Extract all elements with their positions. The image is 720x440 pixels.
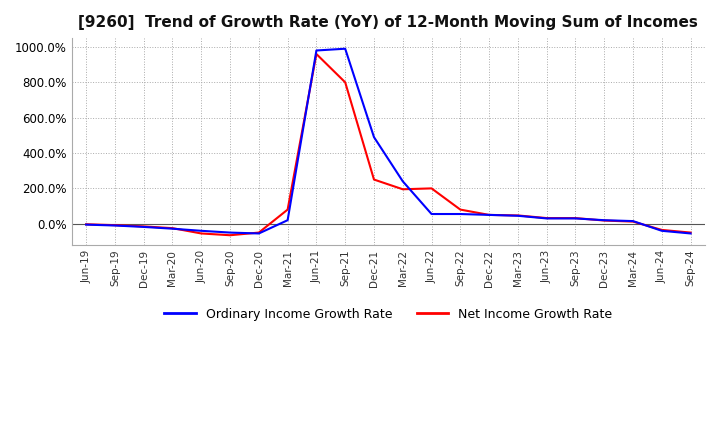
- Net Income Growth Rate: [312, 51, 320, 57]
- Ordinary Income Growth Rate: [341, 46, 349, 51]
- Ordinary Income Growth Rate: [600, 217, 608, 223]
- Net Income Growth Rate: [283, 207, 292, 212]
- Ordinary Income Growth Rate: [686, 231, 695, 236]
- Ordinary Income Growth Rate: [140, 224, 148, 230]
- Ordinary Income Growth Rate: [226, 230, 235, 235]
- Ordinary Income Growth Rate: [542, 216, 551, 221]
- Ordinary Income Growth Rate: [111, 223, 120, 228]
- Ordinary Income Growth Rate: [456, 211, 464, 216]
- Net Income Growth Rate: [657, 227, 666, 233]
- Ordinary Income Growth Rate: [657, 228, 666, 234]
- Ordinary Income Growth Rate: [629, 218, 637, 224]
- Net Income Growth Rate: [254, 230, 263, 235]
- Net Income Growth Rate: [686, 230, 695, 235]
- Ordinary Income Growth Rate: [571, 216, 580, 221]
- Ordinary Income Growth Rate: [485, 212, 493, 217]
- Net Income Growth Rate: [542, 216, 551, 221]
- Ordinary Income Growth Rate: [82, 222, 91, 227]
- Ordinary Income Growth Rate: [369, 135, 378, 140]
- Title: [9260]  Trend of Growth Rate (YoY) of 12-Month Moving Sum of Incomes: [9260] Trend of Growth Rate (YoY) of 12-…: [78, 15, 698, 30]
- Net Income Growth Rate: [111, 223, 120, 228]
- Ordinary Income Growth Rate: [283, 217, 292, 223]
- Net Income Growth Rate: [197, 231, 206, 236]
- Net Income Growth Rate: [571, 216, 580, 221]
- Ordinary Income Growth Rate: [513, 213, 522, 218]
- Net Income Growth Rate: [485, 212, 493, 217]
- Ordinary Income Growth Rate: [197, 228, 206, 234]
- Net Income Growth Rate: [427, 186, 436, 191]
- Net Income Growth Rate: [341, 80, 349, 85]
- Net Income Growth Rate: [140, 224, 148, 229]
- Ordinary Income Growth Rate: [398, 179, 407, 184]
- Net Income Growth Rate: [82, 222, 91, 227]
- Legend: Ordinary Income Growth Rate, Net Income Growth Rate: Ordinary Income Growth Rate, Net Income …: [159, 303, 618, 326]
- Net Income Growth Rate: [226, 233, 235, 238]
- Net Income Growth Rate: [456, 207, 464, 212]
- Net Income Growth Rate: [168, 226, 177, 231]
- Net Income Growth Rate: [513, 213, 522, 218]
- Net Income Growth Rate: [369, 177, 378, 182]
- Net Income Growth Rate: [629, 219, 637, 224]
- Line: Net Income Growth Rate: Net Income Growth Rate: [86, 54, 690, 235]
- Line: Ordinary Income Growth Rate: Ordinary Income Growth Rate: [86, 49, 690, 234]
- Ordinary Income Growth Rate: [427, 211, 436, 216]
- Net Income Growth Rate: [600, 218, 608, 223]
- Ordinary Income Growth Rate: [254, 231, 263, 236]
- Net Income Growth Rate: [398, 187, 407, 192]
- Ordinary Income Growth Rate: [168, 226, 177, 231]
- Ordinary Income Growth Rate: [312, 48, 320, 53]
